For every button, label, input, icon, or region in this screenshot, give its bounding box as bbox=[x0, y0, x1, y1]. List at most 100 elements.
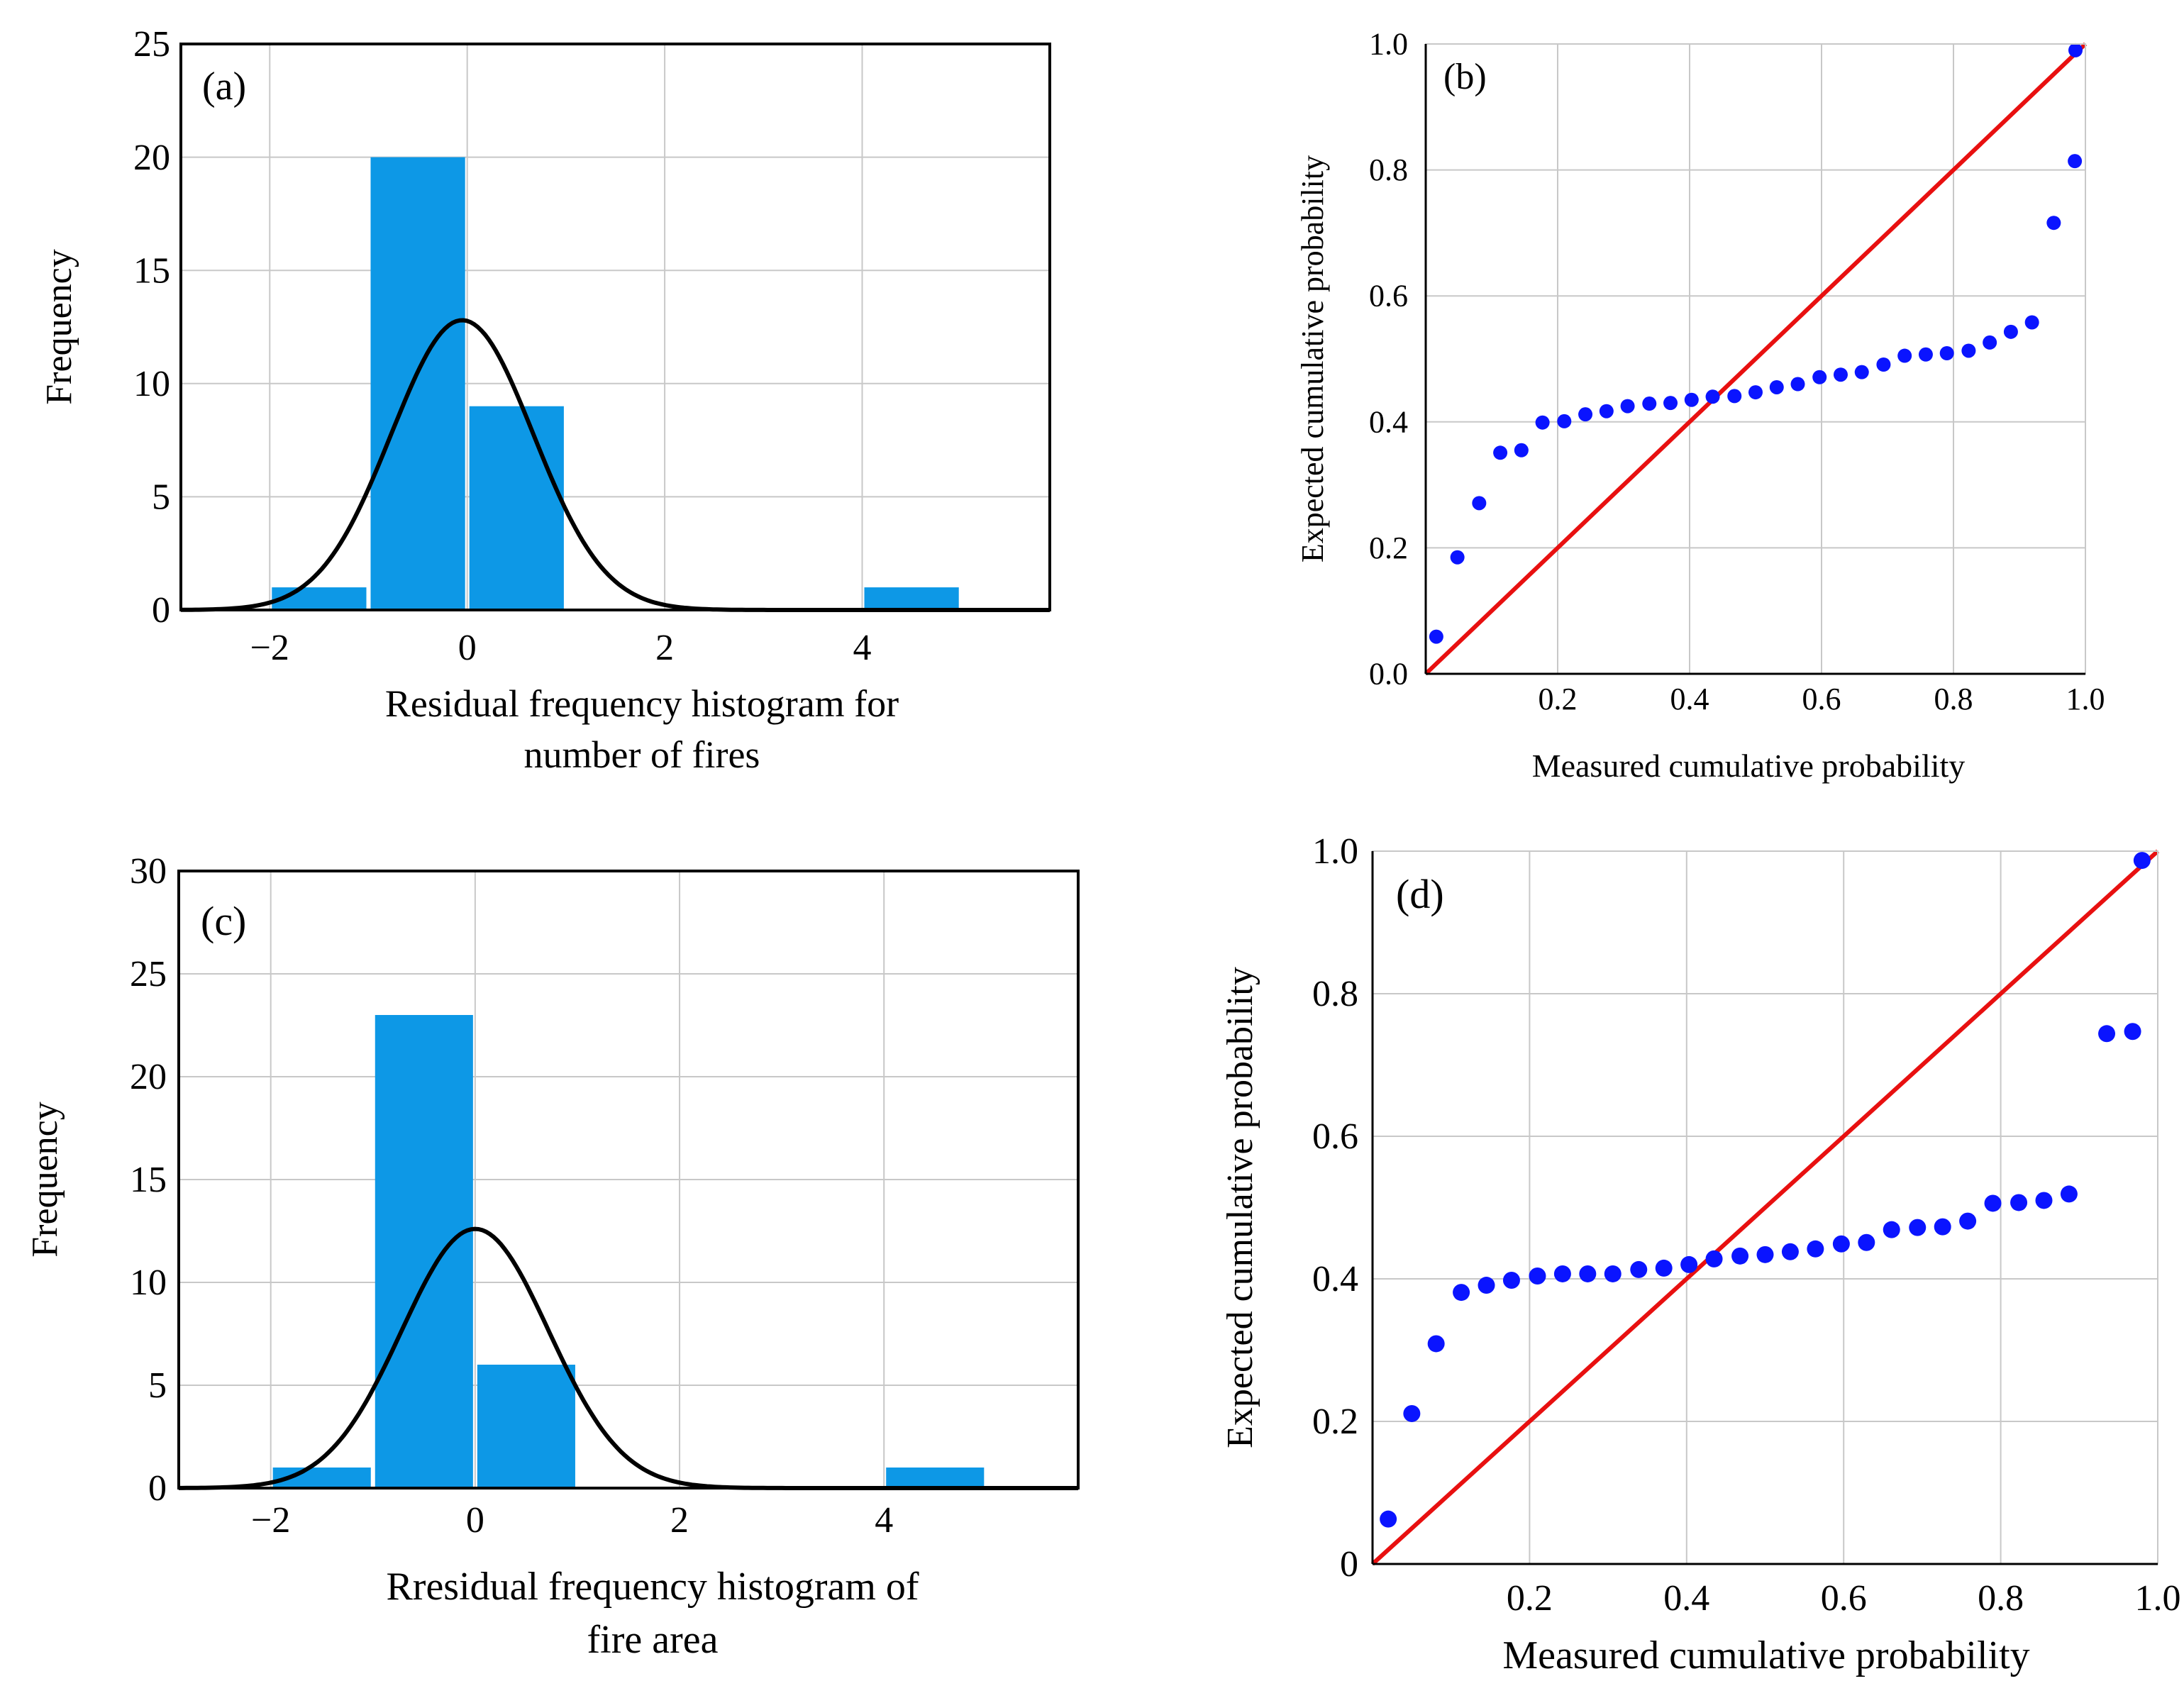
data-point bbox=[1909, 1219, 1927, 1236]
data-point bbox=[1769, 379, 1784, 394]
data-point bbox=[1493, 445, 1508, 460]
x-tick-label: 0.2 bbox=[1507, 1578, 1553, 1619]
data-point bbox=[1478, 1277, 1495, 1294]
histogram-bar bbox=[469, 406, 564, 610]
y-tick-label: 0.6 bbox=[1369, 279, 1408, 314]
data-point bbox=[1514, 443, 1529, 457]
data-point bbox=[1984, 1194, 2002, 1212]
data-point bbox=[1983, 335, 1997, 350]
data-point bbox=[1557, 414, 1572, 428]
data-point bbox=[1748, 385, 1763, 400]
data-point bbox=[1663, 396, 1678, 411]
histogram-bar bbox=[370, 157, 465, 611]
data-point bbox=[1854, 365, 1869, 379]
x-tick-label: 0.2 bbox=[1539, 682, 1578, 716]
y-tick-label: 0.8 bbox=[1312, 974, 1358, 1014]
x-tick-label: 0.8 bbox=[1978, 1578, 2024, 1619]
y-tick-label: 5 bbox=[148, 1365, 167, 1406]
y-tick-label: 0.6 bbox=[1312, 1116, 1358, 1157]
y-tick-label: 15 bbox=[133, 250, 170, 291]
data-point bbox=[2098, 1025, 2116, 1043]
data-point bbox=[1472, 496, 1487, 511]
y-axis-label: Frequency bbox=[25, 1102, 65, 1257]
x-tick-label: 0.6 bbox=[1802, 682, 1841, 716]
panel-c-histogram: −2 0 2 4 0 5 10 15 20 25 30 (c) Rresidual frequency … bbox=[25, 851, 1080, 1662]
data-point bbox=[1630, 1260, 1648, 1278]
data-point bbox=[1529, 1267, 1546, 1285]
y-tick-label: 0.2 bbox=[1369, 531, 1408, 565]
reference-line bbox=[1370, 849, 2160, 1566]
y-tick-label: 1.0 bbox=[1369, 27, 1408, 62]
y-tick-label: 0 bbox=[1340, 1544, 1358, 1585]
y-tick-label: 20 bbox=[130, 1057, 167, 1097]
x-axis-label-line2: fire area bbox=[587, 1618, 719, 1662]
data-point bbox=[2024, 315, 2039, 330]
data-point bbox=[1858, 1233, 1875, 1251]
y-tick-label: 0.4 bbox=[1369, 404, 1408, 439]
data-point bbox=[1897, 348, 1912, 363]
histogram-bar bbox=[886, 1468, 985, 1488]
data-point bbox=[1684, 392, 1699, 407]
panel-a-histogram: −2 0 2 4 0 5 10 15 20 25 (a) Residual frequency his… bbox=[39, 24, 1051, 776]
data-point bbox=[1833, 367, 1848, 382]
y-tick-label: 0.0 bbox=[1369, 657, 1408, 692]
panel-d-pp-plot: 0.2 0.4 0.6 0.8 1.0 0 0.2 0.4 0.6 0.8 1.0 (d) Measur… bbox=[1220, 831, 2181, 1677]
y-tick-label: 0.2 bbox=[1312, 1402, 1358, 1442]
data-point bbox=[1939, 346, 1954, 361]
y-axis-label: Expected cumulative probability bbox=[1295, 155, 1330, 562]
data-point bbox=[2133, 852, 2151, 870]
plot-frame bbox=[177, 870, 1080, 1490]
y-tick-label: 25 bbox=[130, 954, 167, 994]
data-point bbox=[1876, 357, 1891, 372]
data-point bbox=[2068, 43, 2083, 57]
data-point bbox=[1502, 1272, 1520, 1289]
data-point bbox=[1403, 1404, 1421, 1422]
y-axis-label: Expected cumulative probability bbox=[1220, 967, 1260, 1448]
x-tick-label: −2 bbox=[251, 1500, 290, 1541]
histogram-bar bbox=[375, 1015, 473, 1488]
data-point bbox=[2046, 216, 2061, 231]
data-point bbox=[1883, 1221, 1900, 1238]
x-tick-label: 0.6 bbox=[1821, 1578, 1867, 1619]
data-point bbox=[2010, 1194, 2028, 1211]
histogram-bar bbox=[477, 1365, 575, 1488]
panel-label: (d) bbox=[1396, 871, 1444, 917]
histogram-bar bbox=[272, 587, 367, 610]
x-axis-label: Residual frequency histogram for bbox=[385, 682, 899, 725]
reference-line bbox=[1424, 42, 2088, 676]
x-tick-label: 1.0 bbox=[2135, 1578, 2181, 1619]
data-point bbox=[1756, 1246, 1774, 1263]
y-tick-label: 0.4 bbox=[1312, 1259, 1358, 1299]
data-point bbox=[1961, 343, 1976, 358]
x-tick-label: 2 bbox=[670, 1500, 689, 1541]
histogram-bar bbox=[864, 587, 959, 610]
x-tick-label: 4 bbox=[853, 628, 872, 668]
panel-label: (a) bbox=[202, 65, 246, 109]
data-point bbox=[1807, 1240, 1824, 1258]
data-point bbox=[1918, 347, 1933, 362]
data-point bbox=[1553, 1265, 1571, 1282]
x-tick-label: 4 bbox=[875, 1500, 893, 1541]
data-point bbox=[1453, 1284, 1470, 1302]
data-point bbox=[1655, 1259, 1673, 1277]
y-tick-label: 0.8 bbox=[1369, 152, 1408, 187]
data-point bbox=[2068, 154, 2083, 169]
data-point bbox=[2124, 1023, 2141, 1041]
x-tick-label: −2 bbox=[250, 628, 289, 668]
data-point bbox=[1620, 399, 1635, 414]
x-tick-label: 1.0 bbox=[2066, 682, 2105, 716]
data-point bbox=[1380, 1510, 1397, 1528]
x-axis-label: Measured cumulative probability bbox=[1532, 748, 1966, 784]
panel-label: (c) bbox=[201, 898, 246, 944]
data-point bbox=[1705, 1250, 1723, 1267]
y-tick-label: 10 bbox=[133, 364, 170, 404]
data-point bbox=[1680, 1255, 1698, 1273]
y-tick-label: 0 bbox=[152, 590, 170, 631]
data-point bbox=[1790, 377, 1805, 392]
plot-area bbox=[181, 44, 1050, 610]
y-tick-label: 15 bbox=[130, 1160, 167, 1200]
panel-b-pp-plot: 0.2 0.4 0.6 0.8 1.0 0.0 0.2 0.4 0.6 0.8 1.0 (b) Meas… bbox=[1295, 27, 2105, 784]
data-point bbox=[2003, 324, 2018, 339]
x-tick-label: 0.4 bbox=[1670, 682, 1709, 716]
